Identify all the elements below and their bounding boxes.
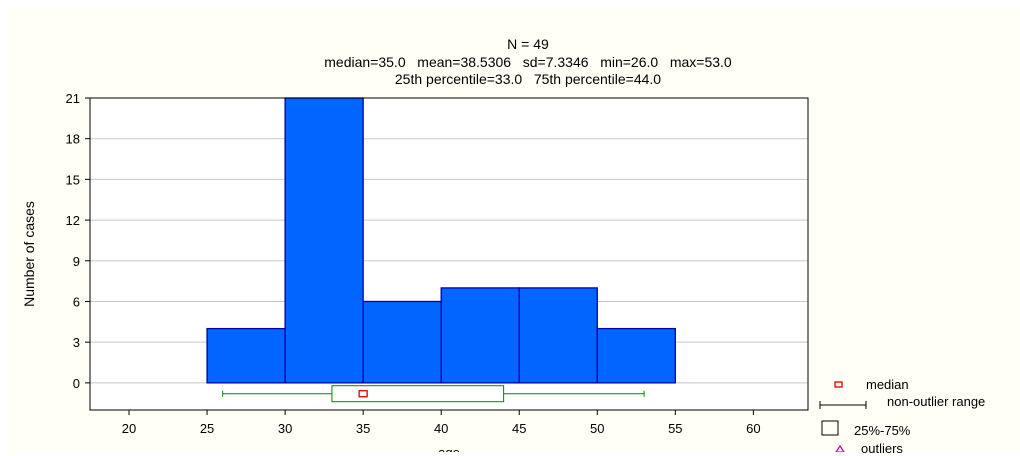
chart-canvas: N = 49 median=35.0 mean=38.5306 sd=7.334…	[8, 8, 1020, 456]
chart-title: N = 49	[507, 36, 549, 52]
histogram-plot: 0 3 6 9 12 15 18 21 20 25 30 35 40 45 50 55 60 age Number …	[21, 91, 867, 452]
chart-subtitle-stats: median=35.0 mean=38.5306 sd=7.3346 min=2…	[324, 54, 732, 70]
boxplot-box	[331, 385, 505, 403]
y-tick-label: 3	[73, 335, 80, 350]
x-tick-label: 35	[356, 421, 370, 436]
y-tick-label: 18	[66, 132, 80, 147]
legend-median-icon	[834, 381, 843, 388]
boxplot-median-marker	[358, 390, 368, 398]
y-tick-label: 21	[66, 91, 80, 106]
y-tick-label: 6	[73, 294, 80, 309]
legend-outliers-label: outliers	[861, 441, 903, 456]
histogram-bar	[206, 327, 286, 384]
y-tick-label: 12	[66, 213, 80, 228]
x-tick-label: 60	[746, 421, 760, 436]
legend-range-label: non-outlier range	[887, 394, 986, 409]
histogram-bar	[440, 287, 520, 384]
histogram-bar	[596, 327, 676, 384]
x-axis-label: age	[438, 445, 460, 452]
legend-outlier-icon	[835, 444, 845, 452]
x-tick-label: 55	[668, 421, 682, 436]
x-tick-label: 45	[512, 421, 526, 436]
histogram-bar	[362, 300, 442, 384]
x-tick-label: 25	[200, 421, 214, 436]
y-tick-label: 9	[73, 254, 80, 269]
histogram-bar	[284, 97, 364, 384]
x-tick-label: 20	[122, 421, 136, 436]
chart-subtitle-percentiles: 25th percentile=33.0 75th percentile=44.…	[394, 71, 662, 87]
legend-box-label: 25%-75%	[854, 423, 911, 438]
legend-box-icon	[821, 420, 839, 436]
y-axis-label: Number of cases	[21, 201, 37, 307]
y-tick-label: 15	[66, 172, 80, 187]
x-tick-label: 50	[590, 421, 604, 436]
x-tick-label: 40	[434, 421, 448, 436]
legend-median-label: median	[866, 377, 909, 392]
x-tick-label: 30	[278, 421, 292, 436]
plot-border	[89, 97, 809, 411]
histogram-bar	[518, 287, 598, 384]
y-tick-label: 0	[73, 376, 80, 391]
